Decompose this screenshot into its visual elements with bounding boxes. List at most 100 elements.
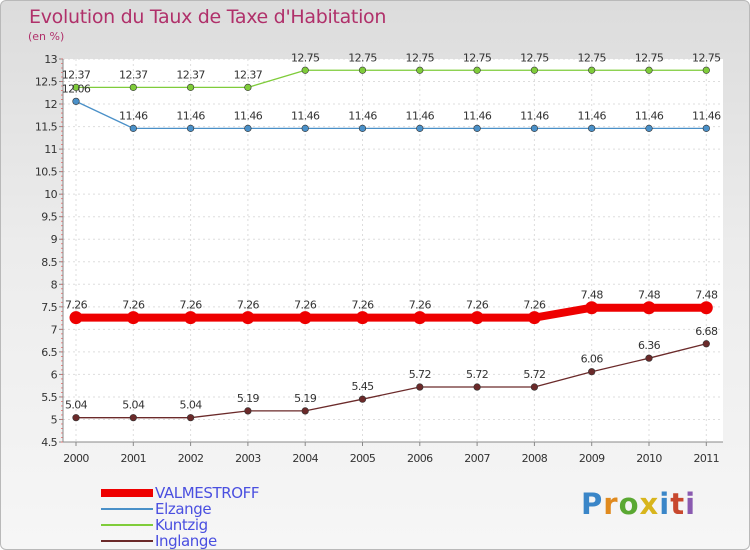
data-point-inglange [645,354,653,362]
data-label-inglange: 5.04 [180,399,203,412]
legend-item-kuntzig: Kuntzig [101,516,401,534]
data-label-kuntzig: 12.75 [348,51,377,64]
series-line-kuntzig [76,69,707,89]
data-point-elzange [301,124,309,132]
y-tick-label: 9.5 [41,211,57,224]
data-point-valmestroff [699,301,713,315]
y-tick-label: 5 [51,413,58,426]
legend-label-elzange: Elzange [155,500,212,518]
data-label-elzange: 11.46 [119,109,148,122]
data-label-valmestroff: 7.26 [294,299,317,312]
data-label-inglange: 6.68 [695,325,718,338]
data-label-elzange: 11.46 [635,109,664,122]
data-point-kuntzig [702,66,710,74]
x-tick-label: 2004 [292,452,318,465]
data-point-inglange [588,368,596,376]
data-point-elzange [645,124,653,132]
y-tick-label: 7.5 [41,301,57,314]
data-label-inglange: 5.72 [523,368,545,381]
data-label-inglange: 5.45 [351,380,374,393]
data-point-elzange [244,124,252,132]
data-label-inglange: 6.36 [638,339,661,352]
data-point-kuntzig [530,66,539,74]
data-point-kuntzig [416,66,424,74]
data-label-valmestroff: 7.26 [351,299,374,312]
data-label-kuntzig: 12.75 [692,51,721,64]
data-label-kuntzig: 12.75 [577,51,606,64]
logo-letter: r [603,487,619,521]
series-line-valmestroff [76,303,707,322]
y-tick-label: 12.5 [35,76,58,89]
data-labels: 7.26 7.26 7.26 7.26 7.26 7.26 7.26 7.26 7.26 7.48… [62,51,722,412]
data-label-elzange: 11.46 [520,109,549,122]
logo-letter: o [618,487,640,521]
data-point-kuntzig [187,83,195,91]
plot-area [63,59,723,442]
data-point-inglange [473,383,481,391]
y-tick-label: 6.5 [41,346,57,359]
data-point-inglange [129,414,137,422]
logo-letter: t [670,487,686,521]
y-tick-label: 11 [44,143,57,156]
legend-label-valmestroff: VALMESTROFF [155,484,260,502]
data-point-elzange [530,124,539,132]
data-point-inglange [301,407,309,415]
data-label-kuntzig: 12.75 [635,51,664,64]
data-point-elzange [187,124,195,132]
data-label-valmestroff: 7.48 [695,289,718,302]
legend-swatch-kuntzig [101,524,153,526]
y-tick-label: 9 [51,233,58,246]
data-point-kuntzig [244,83,252,91]
x-tick-label: 2006 [407,452,433,465]
data-point-valmestroff [298,311,312,325]
legend-swatch-inglange [101,540,153,542]
y-tick-label: 8.5 [41,256,57,269]
data-point-valmestroff [184,311,198,325]
data-label-elzange: 11.46 [176,109,205,122]
legend-item-elzange: Elzange [101,500,401,518]
data-point-valmestroff [413,311,427,325]
legend-item-valmestroff: VALMESTROFF [101,484,401,502]
data-point-inglange [187,414,195,422]
proxiti-logo: Proxiti [581,487,696,521]
data-point-elzange [72,97,80,105]
data-label-inglange: 5.04 [122,399,145,412]
x-tick-label: 2000 [63,452,89,465]
data-label-elzange: 11.46 [291,109,320,122]
data-label-valmestroff: 7.48 [638,289,661,302]
data-point-elzange [702,124,710,132]
series-line-inglange [76,343,707,419]
data-label-elzange: 11.46 [577,109,606,122]
y-tick-label: 4.5 [41,436,57,449]
series-line-elzange [75,100,707,130]
x-tick-label: 2001 [120,452,146,465]
y-tick-label: 13 [44,53,57,66]
data-label-kuntzig: 12.37 [176,68,205,81]
y-tick-label: 11.5 [35,121,58,134]
data-point-valmestroff [126,311,140,325]
x-tick-label: 2011 [693,452,719,465]
data-point-inglange [702,340,710,348]
data-point-inglange [358,395,367,403]
data-point-inglange [416,383,424,391]
data-label-inglange: 5.19 [237,392,260,405]
data-label-valmestroff: 7.26 [409,299,432,312]
data-label-kuntzig: 12.37 [62,68,91,81]
data-label-valmestroff: 7.48 [581,289,604,302]
data-label-inglange: 5.72 [409,368,431,381]
unit-label: (en %) [28,30,65,43]
data-point-elzange [416,124,424,132]
data-label-kuntzig: 12.37 [119,68,148,81]
data-label-elzange: 11.46 [406,109,435,122]
y-tick-label: 6 [51,368,58,381]
y-tick-label: 5.5 [41,391,57,404]
data-label-kuntzig: 12.75 [463,51,492,64]
y-tick-label: 12 [44,98,57,111]
data-label-elzange: 11.46 [692,109,721,122]
data-point-kuntzig [588,66,596,74]
legend-item-inglange: Inglange [101,532,401,549]
data-point-kuntzig [473,66,481,74]
data-point-elzange [129,124,137,132]
data-label-elzange: 11.46 [348,109,377,122]
